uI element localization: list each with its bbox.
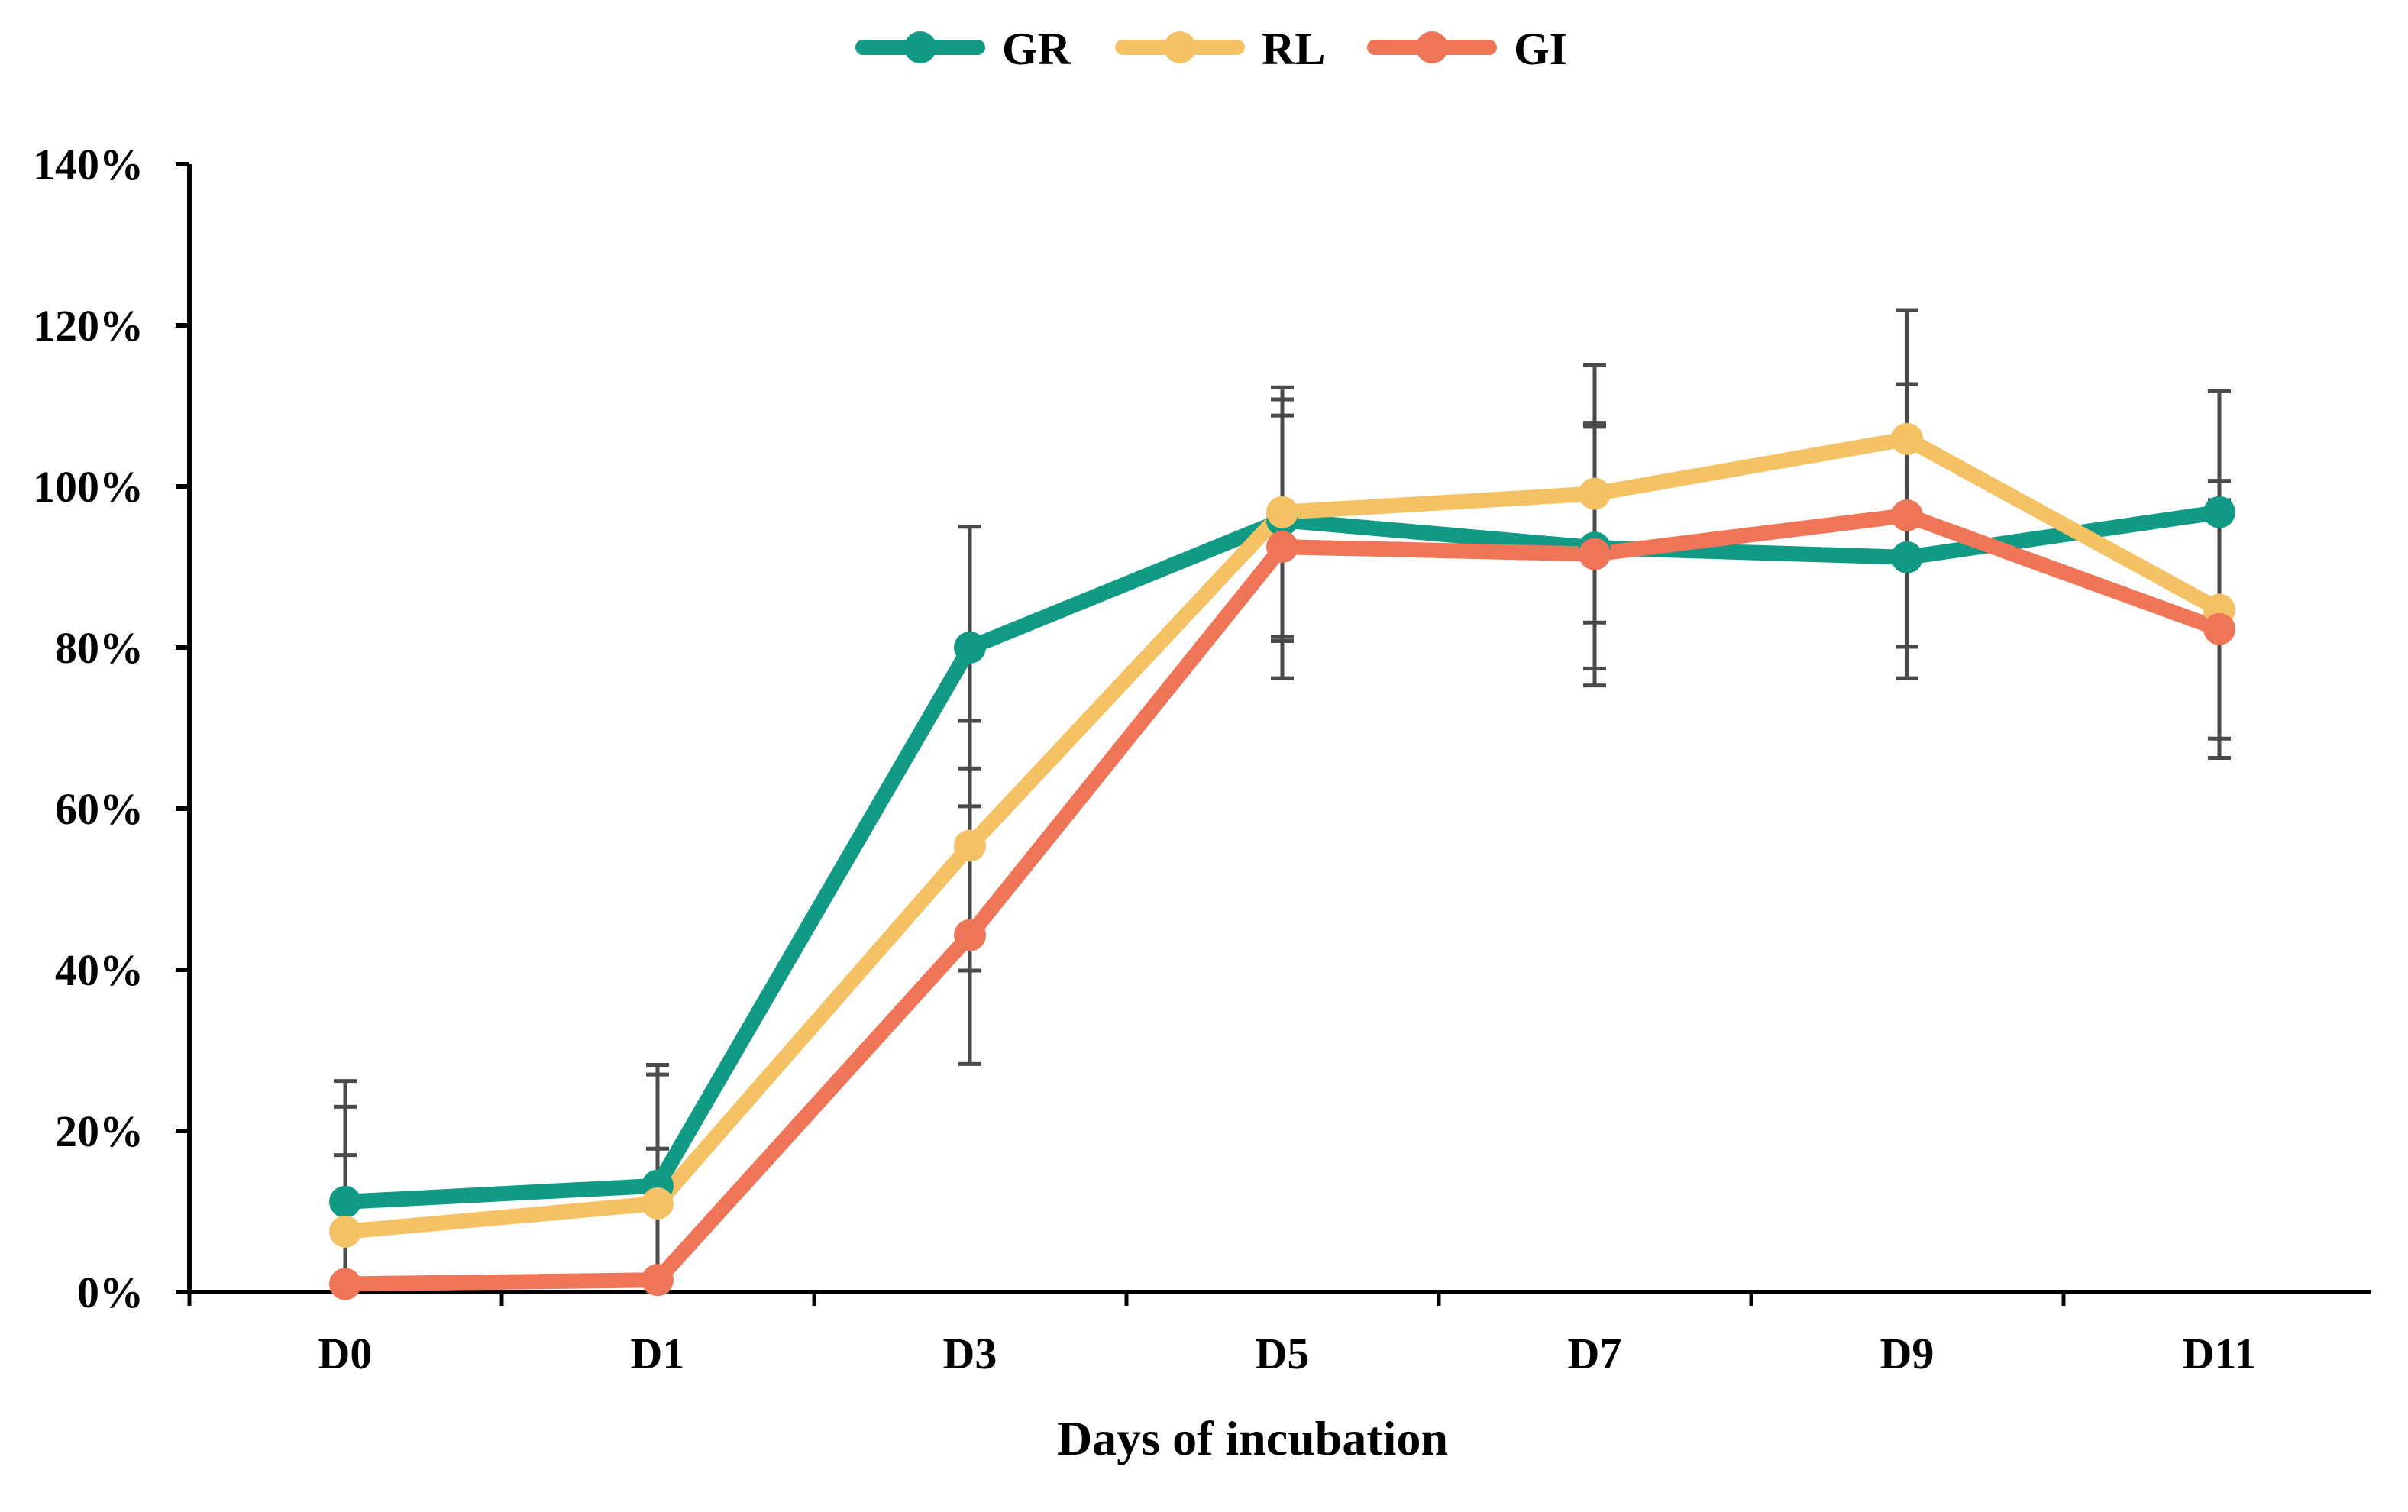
data-point-gr bbox=[1891, 541, 1923, 573]
data-point-rl bbox=[642, 1187, 674, 1220]
data-point-gi bbox=[954, 919, 986, 951]
y-tick-label: 20% bbox=[55, 1107, 144, 1156]
data-point-rl bbox=[1579, 477, 1611, 510]
data-point-gr bbox=[2203, 496, 2235, 528]
legend-item-rl: RL bbox=[1115, 24, 1325, 74]
data-point-gi bbox=[2203, 612, 2235, 645]
data-point-gr bbox=[954, 632, 986, 664]
x-tick-label: D7 bbox=[1568, 1329, 1622, 1378]
x-axis-title: Days of incubation bbox=[1057, 1411, 1448, 1465]
series-points bbox=[329, 422, 2235, 1300]
legend-label: RL bbox=[1262, 24, 1325, 74]
legend-item-gi: GI bbox=[1367, 24, 1567, 74]
data-point-rl bbox=[329, 1215, 361, 1248]
data-point-gi bbox=[1891, 499, 1923, 531]
legend-marker bbox=[1164, 31, 1196, 63]
x-tick-label: D11 bbox=[2183, 1329, 2257, 1378]
axes: 0% 20% 40% 60% 80% 100% 120% 140% D0 D1 D3 D5 D7 D9 D1… bbox=[33, 140, 2371, 1378]
legend: GR RL GI bbox=[855, 24, 1567, 74]
x-tick-label: D1 bbox=[631, 1329, 685, 1378]
legend-marker bbox=[1416, 31, 1448, 63]
y-tick-label: 140% bbox=[33, 140, 144, 189]
y-tick-label: 60% bbox=[55, 784, 144, 834]
data-point-rl bbox=[1266, 496, 1298, 528]
data-point-rl bbox=[1891, 422, 1923, 455]
x-tick-label: D0 bbox=[318, 1329, 373, 1378]
data-point-rl bbox=[954, 829, 986, 862]
y-tick-label: 120% bbox=[33, 301, 144, 351]
x-tick-label: D9 bbox=[1880, 1329, 1934, 1378]
y-tick-label: 80% bbox=[55, 623, 144, 673]
data-point-gr bbox=[329, 1185, 361, 1218]
x-tick-label: D3 bbox=[943, 1329, 997, 1378]
legend-label: GR bbox=[1002, 24, 1071, 74]
data-point-gi bbox=[1266, 531, 1298, 564]
y-tick-label: 100% bbox=[33, 462, 144, 512]
legend-item-gr: GR bbox=[855, 24, 1071, 74]
legend-label: GI bbox=[1514, 24, 1567, 74]
y-tick-label: 0% bbox=[77, 1268, 144, 1317]
data-point-gi bbox=[642, 1264, 674, 1297]
x-tick-label: D5 bbox=[1256, 1329, 1310, 1378]
y-tick-label: 40% bbox=[55, 945, 144, 995]
legend-marker bbox=[904, 31, 936, 63]
data-point-gi bbox=[1579, 538, 1611, 570]
data-point-gi bbox=[329, 1268, 361, 1300]
